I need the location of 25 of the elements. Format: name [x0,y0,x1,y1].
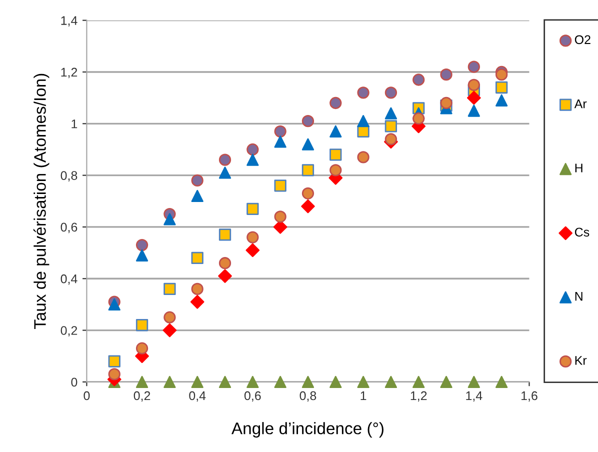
y-tick-label: 0,2 [60,326,78,336]
legend-label: O2 [574,35,590,44]
x-tick-label: 0,6 [244,391,261,402]
legend-label: Ar [574,100,587,108]
y-tick-label: 1,2 [61,68,78,78]
y-tick-label: 0,4 [60,274,78,285]
y-tick-label: 1 [72,120,78,128]
x-tick-label: 0 [84,391,90,400]
y-tick-label: 1,4 [61,16,78,26]
legend-label: H [575,164,582,172]
x-tick-label: 1,4 [466,391,482,402]
x-tick-label: 1,2 [410,391,427,402]
legend-label: N [575,292,582,301]
legend-label: Kr [575,356,587,365]
y-tick-label: 0 [71,378,78,387]
x-tick-label: 0,4 [189,391,206,402]
x-axis-title: Angle d’incidence (°) [231,422,384,438]
x-tick-label: 1 [360,391,366,400]
x-tick-label: 0,8 [300,391,316,402]
y-axis-title: Taux de pulvérisation (Atomes/Ion) [33,74,50,330]
y-tick-label: 0,8 [60,171,78,182]
legend-label: Cs [574,228,590,237]
y-tick-label: 0,6 [60,222,78,234]
x-tick-label: 0,2 [134,391,150,402]
x-tick-label: 1,6 [521,391,538,402]
